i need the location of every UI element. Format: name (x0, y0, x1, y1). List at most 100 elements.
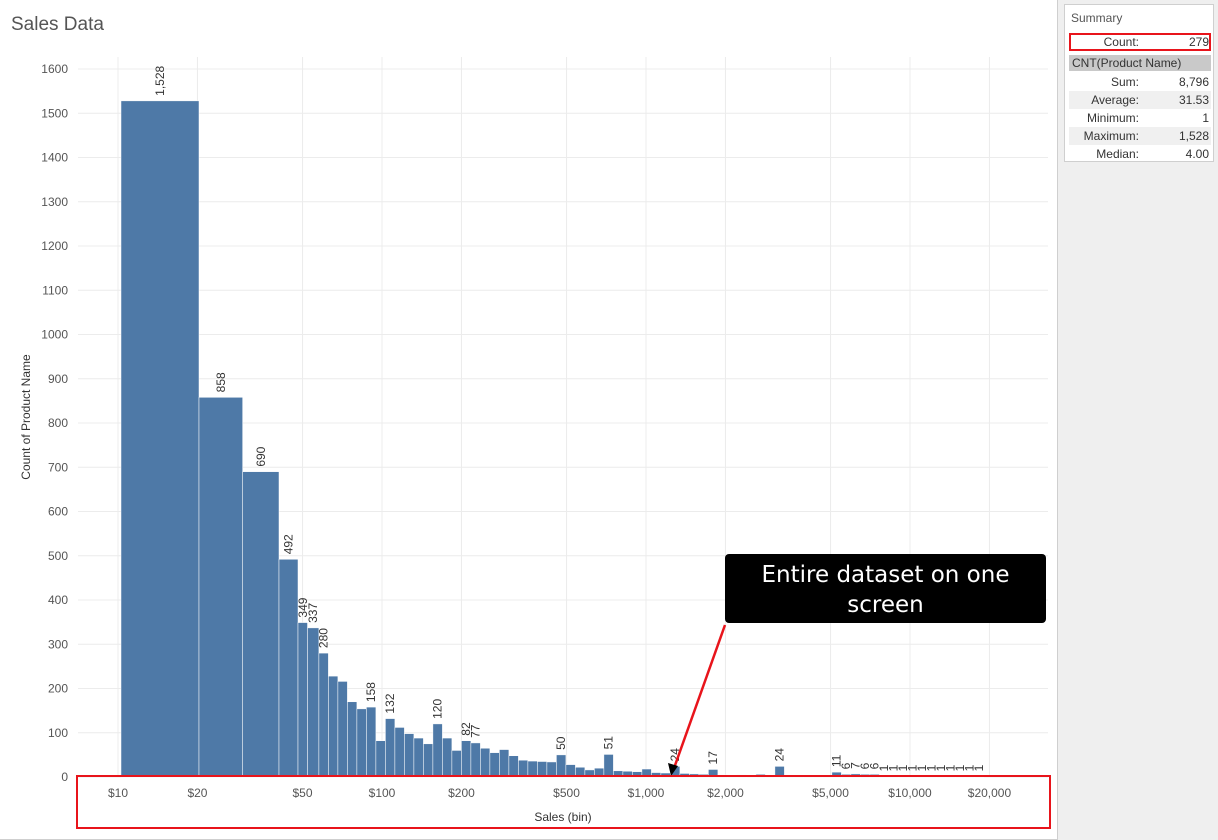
histogram-bar (198, 397, 243, 778)
histogram-bar (480, 747, 491, 778)
bar-data-label: 1 (934, 764, 948, 771)
histogram-bar (120, 100, 200, 778)
y-tick-label: 300 (48, 637, 68, 651)
summary-row-average: Average: 31.53 (1069, 91, 1211, 109)
bar-data-label: 337 (306, 603, 320, 623)
histogram-bar (442, 737, 453, 778)
summary-row-value: 4.00 (1185, 147, 1209, 161)
histogram-bar (404, 733, 415, 778)
summary-row-value: 1 (1202, 111, 1209, 125)
summary-row-value: 31.53 (1178, 93, 1209, 107)
y-tick-label: 1500 (41, 106, 68, 120)
bar-layer (120, 100, 985, 778)
histogram-bar (385, 718, 396, 778)
histogram-bar (356, 708, 367, 778)
histogram-bar (489, 752, 500, 778)
measure-header: CNT(Product Name) (1069, 55, 1211, 71)
bar-data-label: 50 (554, 736, 568, 750)
x-tick-label: $50 (293, 786, 313, 800)
summary-row-label: Median: (1096, 147, 1139, 161)
summary-row-minimum: Minimum: 1 (1069, 109, 1211, 127)
bar-data-label: 6 (868, 762, 882, 769)
summary-row-maximum: Maximum: 1,528 (1069, 127, 1211, 145)
y-tick-label: 100 (48, 726, 68, 740)
y-axis-title: Count of Product Name (19, 354, 33, 480)
callout-box: Entire dataset on one screen (725, 554, 1046, 623)
y-tick-label: 500 (48, 549, 68, 563)
summary-row-label: Average: (1091, 93, 1139, 107)
x-tick-label: $10 (108, 786, 128, 800)
y-tick-label: 1300 (41, 195, 68, 209)
bar-data-label: 1 (906, 764, 920, 771)
bar-data-label: 1 (896, 764, 910, 771)
grid-layer (78, 57, 1048, 778)
x-tick-label: $5,000 (812, 786, 849, 800)
histogram-bar (774, 766, 785, 778)
bar-data-label: 690 (254, 446, 268, 466)
histogram-bar (337, 681, 348, 778)
histogram-bar (394, 727, 405, 778)
bar-data-label: 1 (944, 764, 958, 771)
bar-data-label: 7 (849, 762, 863, 769)
callout-arrow-head (668, 763, 678, 776)
x-tick-label: $500 (553, 786, 580, 800)
histogram-bar (307, 627, 320, 778)
bar-data-label: 349 (296, 597, 310, 617)
histogram-bar (461, 740, 472, 778)
bar-data-label: 1,528 (153, 66, 167, 96)
count-row: Count: 279 (1069, 33, 1211, 51)
sheet-title: Sales Data (11, 14, 104, 35)
bar-data-label: 132 (383, 693, 397, 713)
y-tick-label: 400 (48, 593, 68, 607)
summary-row-value: 1,528 (1178, 129, 1209, 143)
bar-data-label: 1 (915, 764, 929, 771)
bar-data-label: 158 (364, 682, 378, 702)
histogram-bar (508, 755, 519, 778)
summary-row-label: Sum: (1110, 75, 1139, 89)
bar-data-label: 1 (887, 764, 901, 771)
histogram-bar (318, 652, 329, 778)
callout-arrow (671, 624, 727, 772)
bar-data-label: 6 (839, 762, 853, 769)
histogram-bar (242, 471, 280, 778)
histogram-bar (470, 742, 481, 778)
side-pane: Summary Count: 279 CNT(Product Name) Sum… (1058, 0, 1218, 840)
y-tick-label: 1000 (41, 328, 68, 342)
bar-data-label: 24 (773, 748, 787, 762)
bar-data-label: 492 (282, 534, 296, 554)
x-tick-label: $20 (187, 786, 207, 800)
callout-text: Entire dataset on one screen (761, 562, 1010, 618)
count-label: Count: (1103, 35, 1139, 49)
histogram-bar (328, 675, 339, 778)
y-tick-label: 600 (48, 505, 68, 519)
bar-data-label: 11 (830, 754, 844, 767)
bar-data-label: 51 (602, 736, 616, 750)
bar-data-label: 1 (925, 764, 939, 771)
worksheet-pane: Sales Data 1,528 858 690 492 349 337 280 158 132… (0, 0, 1058, 840)
histogram-bar (413, 737, 424, 778)
y-tick-label: 700 (48, 460, 68, 474)
histogram-bar (366, 706, 377, 778)
histogram-bar (297, 622, 308, 778)
x-tick-label: $200 (448, 786, 475, 800)
x-tick-label: $100 (369, 786, 396, 800)
bar-data-label: 1 (963, 764, 977, 771)
y-tick-label: 1600 (41, 62, 68, 76)
y-tick-label: 1400 (41, 151, 68, 165)
x-tick-label: $1,000 (628, 786, 665, 800)
bar-data-label: 120 (431, 699, 445, 719)
histogram-bar (451, 750, 462, 778)
y-tick-label: 800 (48, 416, 68, 430)
histogram-bar (423, 743, 434, 778)
y-tick-label: 1200 (41, 239, 68, 253)
bar-data-label: 6 (858, 762, 872, 769)
summary-row-label: Maximum: (1083, 129, 1139, 143)
bar-data-label: 1 (877, 764, 891, 771)
histogram-bar (278, 559, 299, 778)
x-tick-label: $2,000 (707, 786, 744, 800)
x-tick-label: $10,000 (888, 786, 932, 800)
bar-data-label: 82 (459, 722, 473, 736)
bar-data-label: 1 (972, 764, 986, 771)
summary-row-median: Median: 4.00 (1069, 145, 1211, 163)
